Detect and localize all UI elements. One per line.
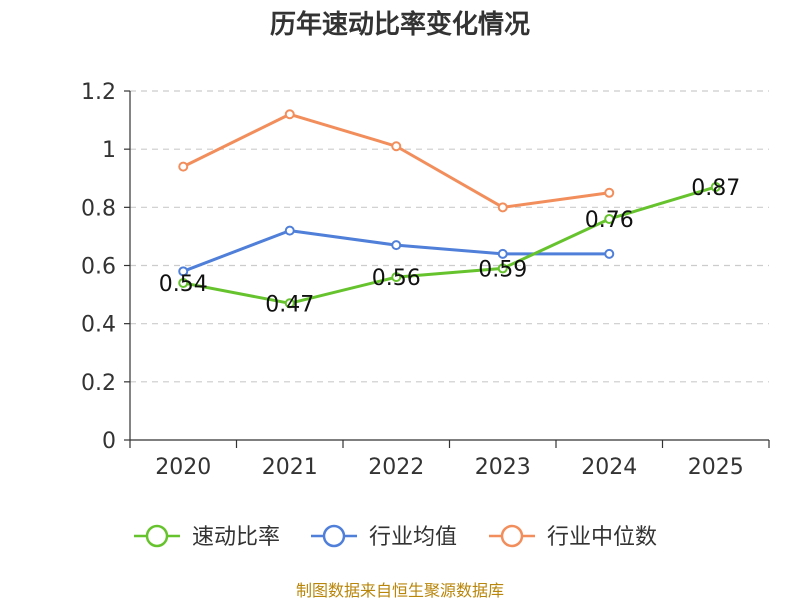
legend-label: 行业中位数 (547, 525, 657, 550)
data-point (284, 225, 295, 236)
legend-label: 速动比率 (192, 525, 280, 550)
y-tick-label: 0.8 (81, 196, 116, 221)
legend-marker (322, 524, 346, 548)
data-label: 0.76 (585, 208, 634, 233)
data-point (710, 181, 721, 192)
grid (130, 90, 769, 383)
x-tick-label: 2023 (475, 455, 531, 480)
x-tick-label: 2020 (155, 455, 211, 480)
data-point (497, 202, 508, 213)
legend-marker (500, 524, 524, 548)
data-point (178, 266, 189, 277)
y-tick-label: 1 (102, 138, 116, 163)
y-tick-label: 0.6 (81, 255, 116, 280)
data-point (284, 109, 295, 120)
data-label: 0.54 (159, 272, 208, 297)
data-point (604, 187, 615, 198)
y-tick-label: 1.2 (81, 80, 116, 105)
data-point (178, 161, 189, 172)
legend-marker (145, 524, 169, 548)
legend-label: 行业均值 (369, 525, 457, 550)
source-note: 制图数据来自恒生聚源数据库 (296, 581, 504, 600)
data-labels: 0.54 0.47 0.56 0.59 0.76 0.87 (159, 176, 740, 317)
data-point (178, 277, 189, 288)
x-tick-label: 2024 (581, 455, 637, 480)
data-point (284, 298, 295, 309)
y-tick-label: 0 (102, 429, 116, 454)
x-tick-label: 2021 (262, 455, 318, 480)
x-tick-label: 2025 (688, 455, 744, 480)
data-point (497, 263, 508, 274)
series-line-1 (182, 185, 717, 305)
data-point (391, 240, 402, 251)
y-tick-label: 0.2 (81, 371, 116, 396)
chart-title: 历年速动比率变化情况 (270, 9, 530, 40)
series-line-3 (182, 112, 610, 209)
data-point (391, 272, 402, 283)
x-tick-label: 2022 (368, 455, 424, 480)
series-layer (178, 109, 721, 309)
data-label: 0.59 (478, 257, 527, 282)
data-point (604, 213, 615, 224)
axes: 0 0.2 0.4 0.6 0.8 1 1.2 2020 2021 2022 2023 2024 202… (81, 80, 770, 480)
data-point (391, 141, 402, 152)
data-label: 0.56 (372, 266, 421, 291)
data-point (604, 248, 615, 259)
data-point (497, 248, 508, 259)
data-label: 0.87 (691, 176, 740, 201)
y-tick-label: 0.4 (81, 313, 116, 338)
data-label: 0.47 (265, 292, 314, 317)
legend: 速动比率 行业均值 行业中位数 (134, 524, 657, 550)
